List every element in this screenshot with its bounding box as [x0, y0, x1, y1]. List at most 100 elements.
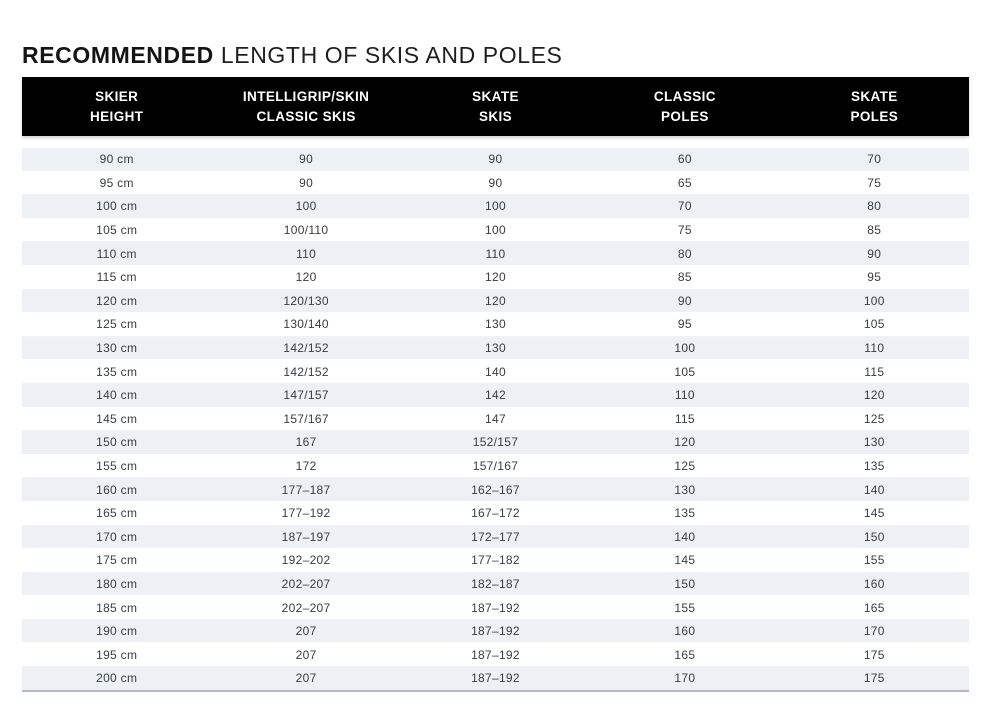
table-cell: 90 [590, 288, 780, 314]
table-cell: 170 cm [22, 524, 212, 550]
table-cell: 75 [590, 218, 780, 243]
table-cell: 100 cm [22, 194, 212, 219]
table-cell: 110 [590, 382, 780, 408]
table-row: 155 cm 172 157/167 125 135 [22, 454, 969, 479]
column-header-classic-skis: INTELLIGRIP/SKIN CLASSIC SKIS [242, 89, 370, 124]
table-row: 95 cm 90 90 65 75 [22, 171, 969, 196]
column-header-skier-height: SKIER HEIGHT [90, 89, 144, 124]
table-cell: 90 [211, 171, 401, 196]
table-cell: 135 [779, 454, 969, 479]
table-cell: 195 cm [22, 642, 212, 668]
table-cell: 160 [779, 571, 969, 597]
table-row: 150 cm 167 152/157 120 130 [22, 430, 969, 455]
table-cell: 60 [590, 147, 780, 172]
table-cell: 142/152 [211, 359, 401, 384]
table-cell: 120 [590, 430, 780, 455]
column-header-skate-skis: SKATE SKIS [472, 89, 519, 124]
table-cell: 110 [211, 241, 401, 266]
table-cell: 90 [400, 171, 591, 196]
table-cell: 162–167 [400, 477, 591, 502]
table-cell: 90 [779, 241, 969, 266]
table-cell: 172–177 [400, 524, 591, 550]
table-cell: 160 [590, 618, 780, 644]
table-row: 125 cm 130/140 130 95 105 [22, 312, 969, 337]
table-cell: 187–197 [211, 524, 401, 550]
table-cell: 85 [779, 218, 969, 243]
column-header-classic-poles: CLASSIC POLES [653, 89, 716, 124]
table-cell: 100 [590, 335, 780, 361]
table-cell: 85 [590, 265, 780, 290]
table-cell: 130 [400, 312, 591, 337]
table-row: 115 cm 120 120 85 95 [22, 265, 969, 290]
table-row: 145 cm 157/167 147 115 125 [22, 407, 969, 432]
table-cell: 207 [211, 666, 401, 692]
table-row: 165 cm 177–192 167–172 135 145 [22, 501, 969, 526]
table-cell: 130 cm [22, 335, 212, 361]
table-cell: 155 [590, 595, 780, 620]
table-row: 195 cm 207 187–192 165 175 [22, 642, 969, 668]
table-cell: 155 [779, 548, 969, 573]
table-row: 180 cm 202–207 182–187 150 160 [22, 571, 969, 597]
table-row: 135 cm 142/152 140 105 115 [22, 359, 969, 384]
table-row: 175 cm 192–202 177–182 145 155 [22, 548, 969, 573]
table-cell: 80 [590, 241, 780, 266]
table-cell: 187–192 [400, 618, 591, 644]
table-cell: 172 [211, 454, 401, 479]
table-cell: 100 [400, 218, 591, 243]
table-cell: 140 [590, 524, 780, 550]
table-cell: 120 [779, 382, 969, 408]
table-cell: 187–192 [400, 642, 591, 668]
table-cell: 135 cm [22, 359, 212, 384]
table-cell: 155 cm [22, 454, 212, 479]
table-cell: 165 [590, 642, 780, 668]
table-cell: 177–192 [211, 501, 401, 526]
table-cell: 130 [590, 477, 780, 502]
table-cell: 140 cm [22, 382, 212, 408]
page-title-light: LENGTH OF SKIS AND POLES [220, 42, 563, 69]
table-row: 200 cm 207 187–192 170 175 [22, 666, 969, 692]
table-cell: 135 [590, 501, 780, 526]
table-cell: 187–192 [400, 666, 591, 692]
table-row: 190 cm 207 187–192 160 170 [22, 618, 969, 644]
table-cell: 182–187 [400, 571, 591, 597]
table-cell: 142 [400, 382, 591, 408]
table-row: 185 cm 202–207 187–192 155 165 [22, 595, 969, 620]
table-row: 105 cm 100/110 100 75 85 [22, 218, 969, 243]
table-cell: 167–172 [400, 501, 591, 526]
table-cell: 100 [400, 194, 591, 219]
table-cell: 157/167 [400, 454, 591, 479]
table-cell: 200 cm [22, 666, 212, 692]
table-cell: 157/167 [211, 407, 401, 432]
table-cell: 202–207 [211, 571, 401, 597]
table-cell: 110 [779, 335, 969, 361]
table-cell: 185 cm [22, 595, 212, 620]
table-cell: 100 [211, 194, 401, 219]
table-row: 160 cm 177–187 162–167 130 140 [22, 477, 969, 502]
table-cell: 177–187 [211, 477, 401, 502]
table-cell: 150 [590, 571, 780, 597]
size-table: 90 cm 90 90 60 70 95 cm 90 90 65 75 100 cm 100 100 70… [22, 147, 969, 692]
table-cell: 145 [590, 548, 780, 573]
table-cell: 120 cm [22, 288, 212, 314]
table-cell: 202–207 [211, 595, 401, 620]
table-cell: 187–192 [400, 595, 591, 620]
table-cell: 105 [590, 359, 780, 384]
table-cell: 120 [211, 265, 401, 290]
table-cell: 70 [779, 147, 969, 172]
table-cell: 95 cm [22, 171, 212, 196]
table-cell: 170 [590, 666, 780, 692]
table-cell: 175 [779, 642, 969, 668]
table-cell: 100 [779, 288, 969, 314]
table-cell: 90 [211, 147, 401, 172]
column-header-skate-poles: SKATE POLES [850, 89, 899, 124]
table-cell: 175 cm [22, 548, 212, 573]
table-cell: 100/110 [211, 218, 401, 243]
table-cell: 160 cm [22, 477, 212, 502]
table-cell: 170 [779, 618, 969, 644]
table-cell: 142/152 [211, 335, 401, 361]
table-header-bar: SKIER HEIGHT INTELLIGRIP/SKIN CLASSIC SK… [22, 77, 969, 136]
table-cell: 70 [590, 194, 780, 219]
table-cell: 145 cm [22, 407, 212, 432]
table-cell: 150 cm [22, 430, 212, 455]
